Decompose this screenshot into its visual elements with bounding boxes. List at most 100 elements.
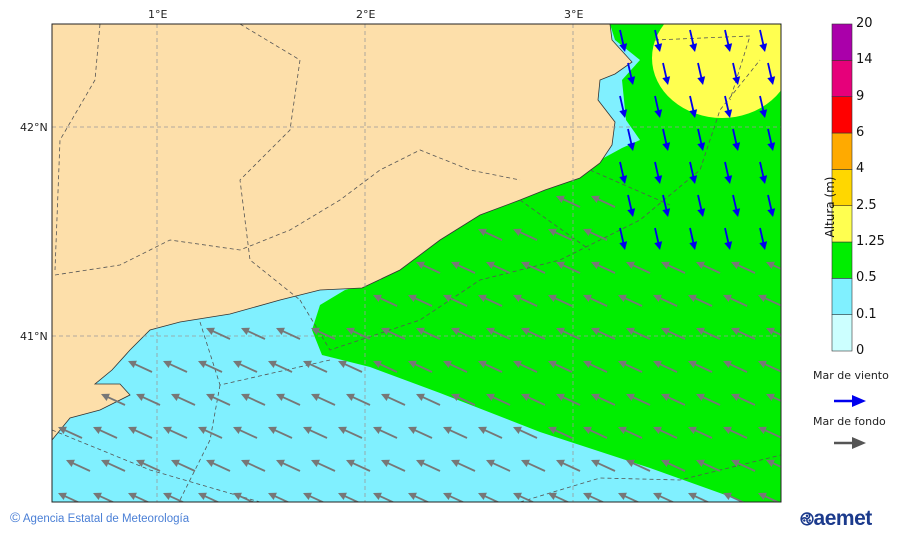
swell-arrow — [626, 327, 651, 340]
swell-arrow — [233, 492, 255, 502]
colorbar-tick-label: 4 — [856, 161, 865, 177]
colorbar-segment — [831, 132, 853, 170]
wind-sea-arrow — [767, 62, 776, 85]
swell-arrow — [443, 492, 465, 502]
swell-arrow — [416, 393, 441, 406]
map-frame — [51, 23, 782, 503]
lat-label-42n: 42°N — [20, 121, 48, 134]
swell-arrow — [591, 195, 616, 208]
swell-arrow — [241, 327, 266, 340]
swell-arrow — [373, 492, 395, 502]
wind-sea-arrow — [662, 128, 671, 151]
swell-arrow — [241, 459, 266, 472]
colorbar-segment — [831, 278, 853, 315]
wind-sea-arrow — [724, 161, 733, 184]
swell-arrow — [583, 228, 608, 241]
swell-arrow — [408, 426, 433, 439]
swell-arrow — [451, 459, 476, 472]
swell-arrow — [688, 426, 713, 439]
swell-arrow — [688, 360, 713, 373]
swell-arrow — [618, 426, 643, 439]
swell-arrow — [653, 426, 678, 439]
swell-arrow — [688, 294, 713, 307]
swell-arrow — [268, 360, 293, 373]
swell-label: Mar de fondo — [813, 415, 886, 428]
swell-arrow — [548, 294, 573, 307]
wind-sea-arrow — [654, 227, 663, 250]
wind-sea-arrow — [654, 161, 663, 184]
swell-arrow — [583, 492, 605, 502]
swell-arrow — [451, 393, 476, 406]
swell-arrow — [521, 459, 546, 472]
swell-arrow — [758, 492, 780, 502]
swell-arrow — [591, 393, 616, 406]
wind-sea-arrow — [619, 29, 628, 52]
swell-arrow — [338, 492, 360, 502]
colorbar-tick-label: 20 — [856, 16, 873, 31]
swell-arrow — [136, 459, 161, 472]
swell-arrow — [591, 459, 616, 472]
swell-arrow — [766, 327, 781, 336]
swell-arrow — [766, 393, 781, 402]
wind-sea-arrow — [767, 194, 776, 217]
swell-arrow — [101, 459, 126, 472]
wave-direction-arrows — [58, 29, 781, 502]
swell-arrow — [583, 426, 608, 439]
wind-sea-arrow — [759, 227, 768, 250]
swell-arrow — [128, 426, 153, 439]
wind-sea-arrow — [697, 128, 706, 151]
swell-arrow — [198, 492, 220, 502]
colorbar-title: Altura (m) — [823, 176, 837, 238]
swell-arrow — [688, 492, 710, 502]
swell-arrow — [198, 426, 223, 439]
swell-arrow-icon — [834, 437, 866, 449]
swell-arrow — [653, 492, 675, 502]
swell-arrow — [171, 393, 196, 406]
swell-arrow — [556, 393, 581, 406]
swell-arrow — [548, 426, 573, 439]
wind-sea-arrow — [697, 194, 706, 217]
swell-arrow — [521, 327, 546, 340]
swell-arrow — [338, 426, 363, 439]
wind-sea-arrow — [732, 128, 741, 151]
wind-sea-arrow — [732, 62, 741, 85]
lon-label-2e: 2°E — [356, 8, 375, 21]
swell-arrow — [373, 294, 398, 307]
swell-arrow — [346, 459, 371, 472]
swell-arrow — [653, 360, 678, 373]
swell-arrow — [163, 360, 188, 373]
swell-arrow — [408, 360, 433, 373]
swell-arrow — [381, 393, 406, 406]
swell-arrow — [58, 426, 83, 439]
wind-sea-arrow — [767, 128, 776, 151]
swell-arrow — [513, 492, 535, 502]
swell-arrow — [451, 261, 476, 274]
wind-sea-arrow — [654, 29, 663, 52]
swell-arrow — [486, 261, 511, 274]
swell-arrow — [276, 393, 301, 406]
footer-credit: © Agencia Estatal de Meteorología — [10, 509, 189, 525]
swell-arrow — [696, 327, 721, 340]
wind-sea-arrow — [759, 161, 768, 184]
wind-sea-arrow-icon — [834, 395, 866, 407]
wave-height-map: 1°E 2°E 3°E 42°N 41°N — [20, 8, 866, 503]
lon-label-1e: 1°E — [148, 8, 167, 21]
wind-sea-label: Mar de viento — [813, 369, 889, 382]
swell-arrow — [198, 360, 223, 373]
copyright-icon: © — [10, 509, 21, 525]
lon-label-3e: 3°E — [564, 8, 583, 21]
swell-arrow — [478, 492, 500, 502]
swell-arrow — [723, 426, 748, 439]
swell-arrow — [556, 261, 581, 274]
swell-arrow — [591, 327, 616, 340]
swell-arrow — [66, 459, 91, 472]
swell-arrow — [661, 459, 686, 472]
land — [52, 24, 633, 441]
swell-arrow — [478, 426, 503, 439]
swell-arrow — [618, 360, 643, 373]
swell-arrow — [723, 492, 745, 502]
swell-arrow — [303, 360, 328, 373]
swell-arrow — [416, 327, 441, 340]
region-borders — [52, 24, 781, 502]
sea-moderate-waves — [312, 24, 781, 502]
